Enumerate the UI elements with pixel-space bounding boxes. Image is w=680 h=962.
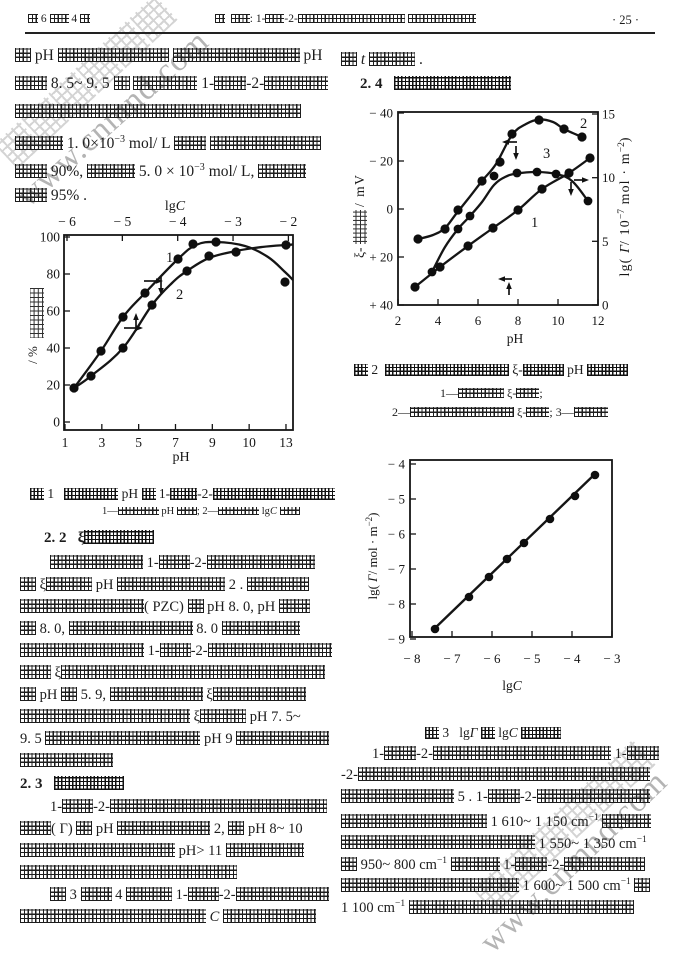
svg-text:− 5: − 5 (388, 492, 405, 507)
svg-text:lg( Γ/ 10−7 mol · m−2): lg( Γ/ 10−7 mol · m−2) (617, 138, 633, 277)
svg-text:− 3: − 3 (603, 651, 620, 666)
svg-text:3: 3 (98, 435, 105, 450)
svg-text:− 5: − 5 (113, 214, 131, 229)
svg-text:/ mV: / mV (352, 174, 367, 207)
svg-text:− 7: − 7 (443, 651, 461, 666)
svg-text:8: 8 (515, 313, 522, 328)
svg-text:40: 40 (47, 341, 61, 356)
svg-text:2: 2 (395, 313, 402, 328)
svg-text:0: 0 (602, 298, 609, 313)
svg-text:20: 20 (47, 378, 61, 393)
svg-text:lgC: lgC (165, 199, 186, 214)
svg-text:ξ-: ξ- (352, 247, 367, 258)
svg-text:1: 1 (62, 435, 69, 450)
svg-text:5: 5 (602, 234, 609, 249)
svg-text:10: 10 (552, 313, 565, 328)
svg-text:/ %: / % (25, 346, 40, 364)
svg-text:10: 10 (602, 170, 615, 185)
svg-text:− 7: − 7 (388, 562, 406, 577)
svg-text:− 20: − 20 (369, 154, 393, 169)
svg-text:− 4: − 4 (388, 457, 406, 472)
svg-text:7: 7 (172, 435, 179, 450)
svg-text:− 4: − 4 (169, 214, 187, 229)
svg-text:100: 100 (40, 230, 61, 245)
svg-text:lgC: lgC (502, 678, 523, 693)
svg-text:1: 1 (531, 215, 538, 231)
svg-text:− 6: − 6 (58, 214, 76, 229)
svg-text:12: 12 (592, 313, 605, 328)
svg-text:1: 1 (166, 250, 173, 266)
svg-text:− 6: − 6 (483, 651, 501, 666)
svg-text:3: 3 (543, 146, 550, 162)
svg-text:10: 10 (242, 435, 256, 450)
svg-text:− 8: − 8 (388, 597, 405, 612)
svg-text:80: 80 (47, 267, 61, 282)
svg-text:− 6: − 6 (388, 527, 406, 542)
svg-text:2: 2 (176, 287, 183, 303)
svg-text:− 9: − 9 (388, 632, 405, 647)
svg-text:0: 0 (387, 202, 394, 217)
svg-text:9: 9 (209, 435, 216, 450)
svg-text:+ 20: + 20 (369, 250, 393, 265)
svg-text:2: 2 (580, 116, 587, 132)
svg-text:lg( Γ/ mol · m−2): lg( Γ/ mol · m−2) (364, 512, 380, 599)
svg-text:15: 15 (602, 107, 615, 122)
svg-text:0: 0 (53, 415, 60, 430)
svg-text:60: 60 (47, 304, 61, 319)
svg-text:− 2: − 2 (280, 214, 298, 229)
svg-text:+ 40: + 40 (369, 298, 393, 313)
svg-text:pH: pH (507, 331, 524, 346)
svg-text:5: 5 (135, 435, 142, 450)
svg-text:− 4: − 4 (563, 651, 581, 666)
svg-text:− 5: − 5 (523, 651, 540, 666)
svg-text:13: 13 (279, 435, 293, 450)
svg-text:− 40: − 40 (369, 106, 393, 121)
svg-text:6: 6 (475, 313, 482, 328)
svg-text:− 8: − 8 (403, 651, 420, 666)
svg-text:pH: pH (172, 450, 189, 465)
svg-text:4: 4 (435, 313, 442, 328)
svg-text:− 3: − 3 (224, 214, 242, 229)
